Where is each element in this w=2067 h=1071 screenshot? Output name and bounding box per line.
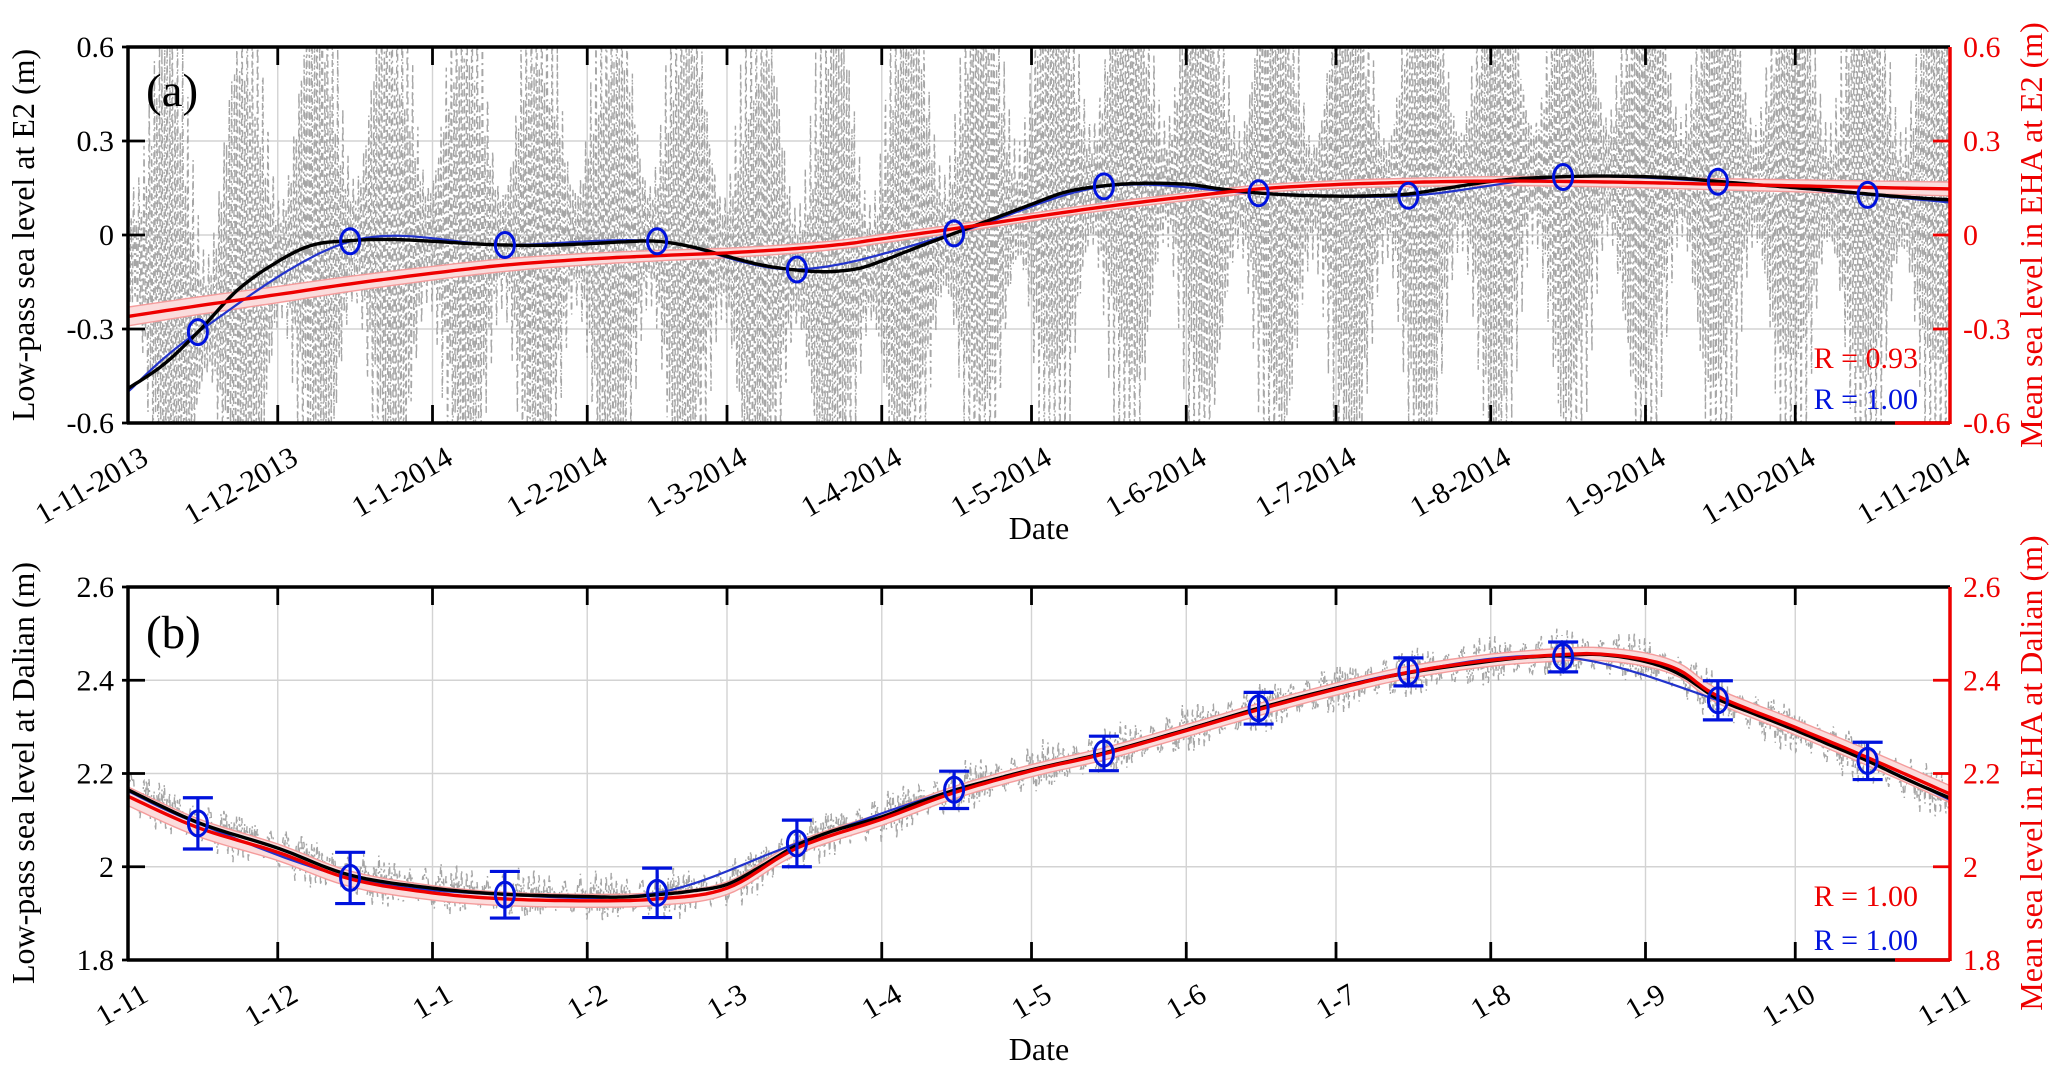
- x-tick-label: 1-4: [856, 977, 907, 1026]
- x-tick-label: 1-1-2014: [346, 440, 458, 524]
- x-tick-label: 1-8-2014: [1405, 440, 1517, 524]
- monthly-mean-marker: [186, 809, 209, 838]
- panel-a-x-axis-title: Date: [1009, 510, 1069, 546]
- panel-b: 2.6 2.62.4 2.42.2 2.22 21.8 1.81-11 1-12 1-1 1-2…: [77, 571, 2001, 1034]
- panel-b-y-axis-title-left: Low-pass sea level at Dalian (m): [5, 562, 41, 984]
- panel-a-r-value-blue: R = 1.00: [1814, 383, 1918, 416]
- monthly-mean-marker: [1552, 642, 1575, 671]
- x-tick-label: 1-11: [90, 977, 153, 1033]
- eha-mean-line: [128, 179, 1950, 319]
- y-tick-label-right: 1.8: [1963, 944, 2001, 977]
- x-tick-label: 1-8: [1465, 977, 1516, 1026]
- y-tick-label-left: 2: [99, 851, 114, 884]
- x-tick-label: 1-7-2014: [1250, 440, 1362, 524]
- panel-b-letter: (b): [146, 607, 201, 659]
- x-tick-label: 1-6: [1161, 977, 1212, 1026]
- x-tick-label: 1-10-2014: [1696, 440, 1821, 531]
- monthly-mean-marker: [1552, 163, 1575, 191]
- monthly-mean-marker: [1706, 686, 1729, 715]
- panel-a-letter: (a): [146, 65, 198, 117]
- y-tick-label-right: 0.6: [1963, 31, 2001, 64]
- y-tick-label-right: 0: [1963, 219, 1978, 252]
- y-tick-label-right: 2.6: [1963, 571, 2001, 604]
- monthly-mean-marker: [785, 255, 808, 284]
- monthly-mean-marker: [186, 318, 209, 347]
- x-tick-label: 1-3-2014: [641, 440, 753, 524]
- monthly-mean-marker: [646, 878, 669, 907]
- x-tick-label: 1-9-2014: [1559, 440, 1671, 524]
- plot-border-top-left: [126, 585, 1950, 960]
- y-tick-label-right: 2: [1963, 851, 1978, 884]
- x-tick-label: 1-3: [701, 977, 752, 1026]
- monthly-mean-marker: [943, 219, 966, 248]
- x-tick-label: 1-11-2014: [1852, 440, 1976, 531]
- monthly-mean-marker: [785, 829, 808, 858]
- lowpass-sea-level-line: [128, 174, 1950, 390]
- monthly-mean-marker: [1856, 746, 1879, 775]
- monthly-mean-marker: [1247, 694, 1270, 723]
- y-tick-label-left: 0: [99, 219, 114, 252]
- monthly-mean-marker: [493, 880, 516, 909]
- y-tick-label-left: 0.3: [77, 125, 115, 158]
- x-tick-label: 1-6-2014: [1100, 440, 1212, 524]
- monthly-mean-marker: [1397, 181, 1420, 210]
- x-tick-label: 1-5: [1006, 977, 1057, 1026]
- monthly-mean-marker: [1092, 172, 1115, 201]
- monthly-mean-marker: [1856, 180, 1879, 209]
- panel-a-y-axis-title-right: Mean sea level in EHA at E2 (m): [2013, 22, 2049, 448]
- x-tick-label: 1-1: [407, 977, 458, 1026]
- eha-band-lower-edge: [128, 184, 1950, 327]
- y-tick-label-left: -0.3: [67, 313, 115, 346]
- monthly-mean-marker: [1706, 167, 1729, 196]
- monthly-mean-marker: [339, 227, 362, 256]
- y-tick-label-left: 1.8: [77, 944, 115, 977]
- monthly-mean-marker: [1397, 657, 1420, 686]
- monthly-mean-marker: [493, 231, 516, 259]
- x-tick-label: 1-4-2014: [796, 440, 908, 524]
- y-tick-label-right: -0.6: [1963, 407, 2011, 440]
- y-tick-label-right: 0.3: [1963, 125, 2001, 158]
- panel-b-r-value-blue: R = 1.00: [1814, 924, 1918, 957]
- y-tick-label-right: -0.3: [1963, 313, 2011, 346]
- y-tick-label-left: 2.2: [77, 758, 115, 791]
- x-tick-label: 1-7: [1310, 977, 1361, 1026]
- panel-a-r-value-red: R = 0.93: [1814, 342, 1918, 375]
- y-tick-label-right: 2.4: [1963, 664, 2001, 697]
- monthly-mean-marker: [1092, 739, 1115, 768]
- x-tick-label: 1-12-2013: [179, 440, 304, 531]
- monthly-mean-marker: [339, 863, 362, 892]
- plot-border-top-left: [126, 45, 1950, 423]
- panel-a-y-axis-title-left: Low-pass sea level at E2 (m): [5, 49, 41, 421]
- x-tick-label: 1-2-2014: [501, 440, 613, 524]
- x-tick-label: 1-11: [1912, 977, 1975, 1033]
- y-tick-label-left: 0.6: [77, 31, 115, 64]
- x-tick-label: 1-9: [1620, 977, 1671, 1026]
- monthly-mean-marker: [646, 227, 669, 256]
- y-tick-label-left: -0.6: [67, 407, 115, 440]
- panel-b-r-value-red: R = 1.00: [1814, 880, 1918, 913]
- monthly-mean-marker: [943, 775, 966, 804]
- monthly-mean-marker: [1247, 179, 1270, 208]
- y-tick-label-left: 2.6: [77, 571, 115, 604]
- x-tick-label: 1-12: [239, 977, 303, 1033]
- panel-b-x-axis-title: Date: [1009, 1031, 1069, 1067]
- x-tick-label: 1-11-2013: [30, 440, 154, 531]
- panel-b-y-axis-title-right: Mean sea level in EHA at Dalian (m): [2013, 535, 2049, 1010]
- y-tick-label-right: 2.2: [1963, 758, 2001, 791]
- y-tick-label-left: 2.4: [77, 664, 115, 697]
- x-tick-label: 1-2: [562, 977, 613, 1026]
- x-tick-label: 1-10: [1757, 977, 1821, 1033]
